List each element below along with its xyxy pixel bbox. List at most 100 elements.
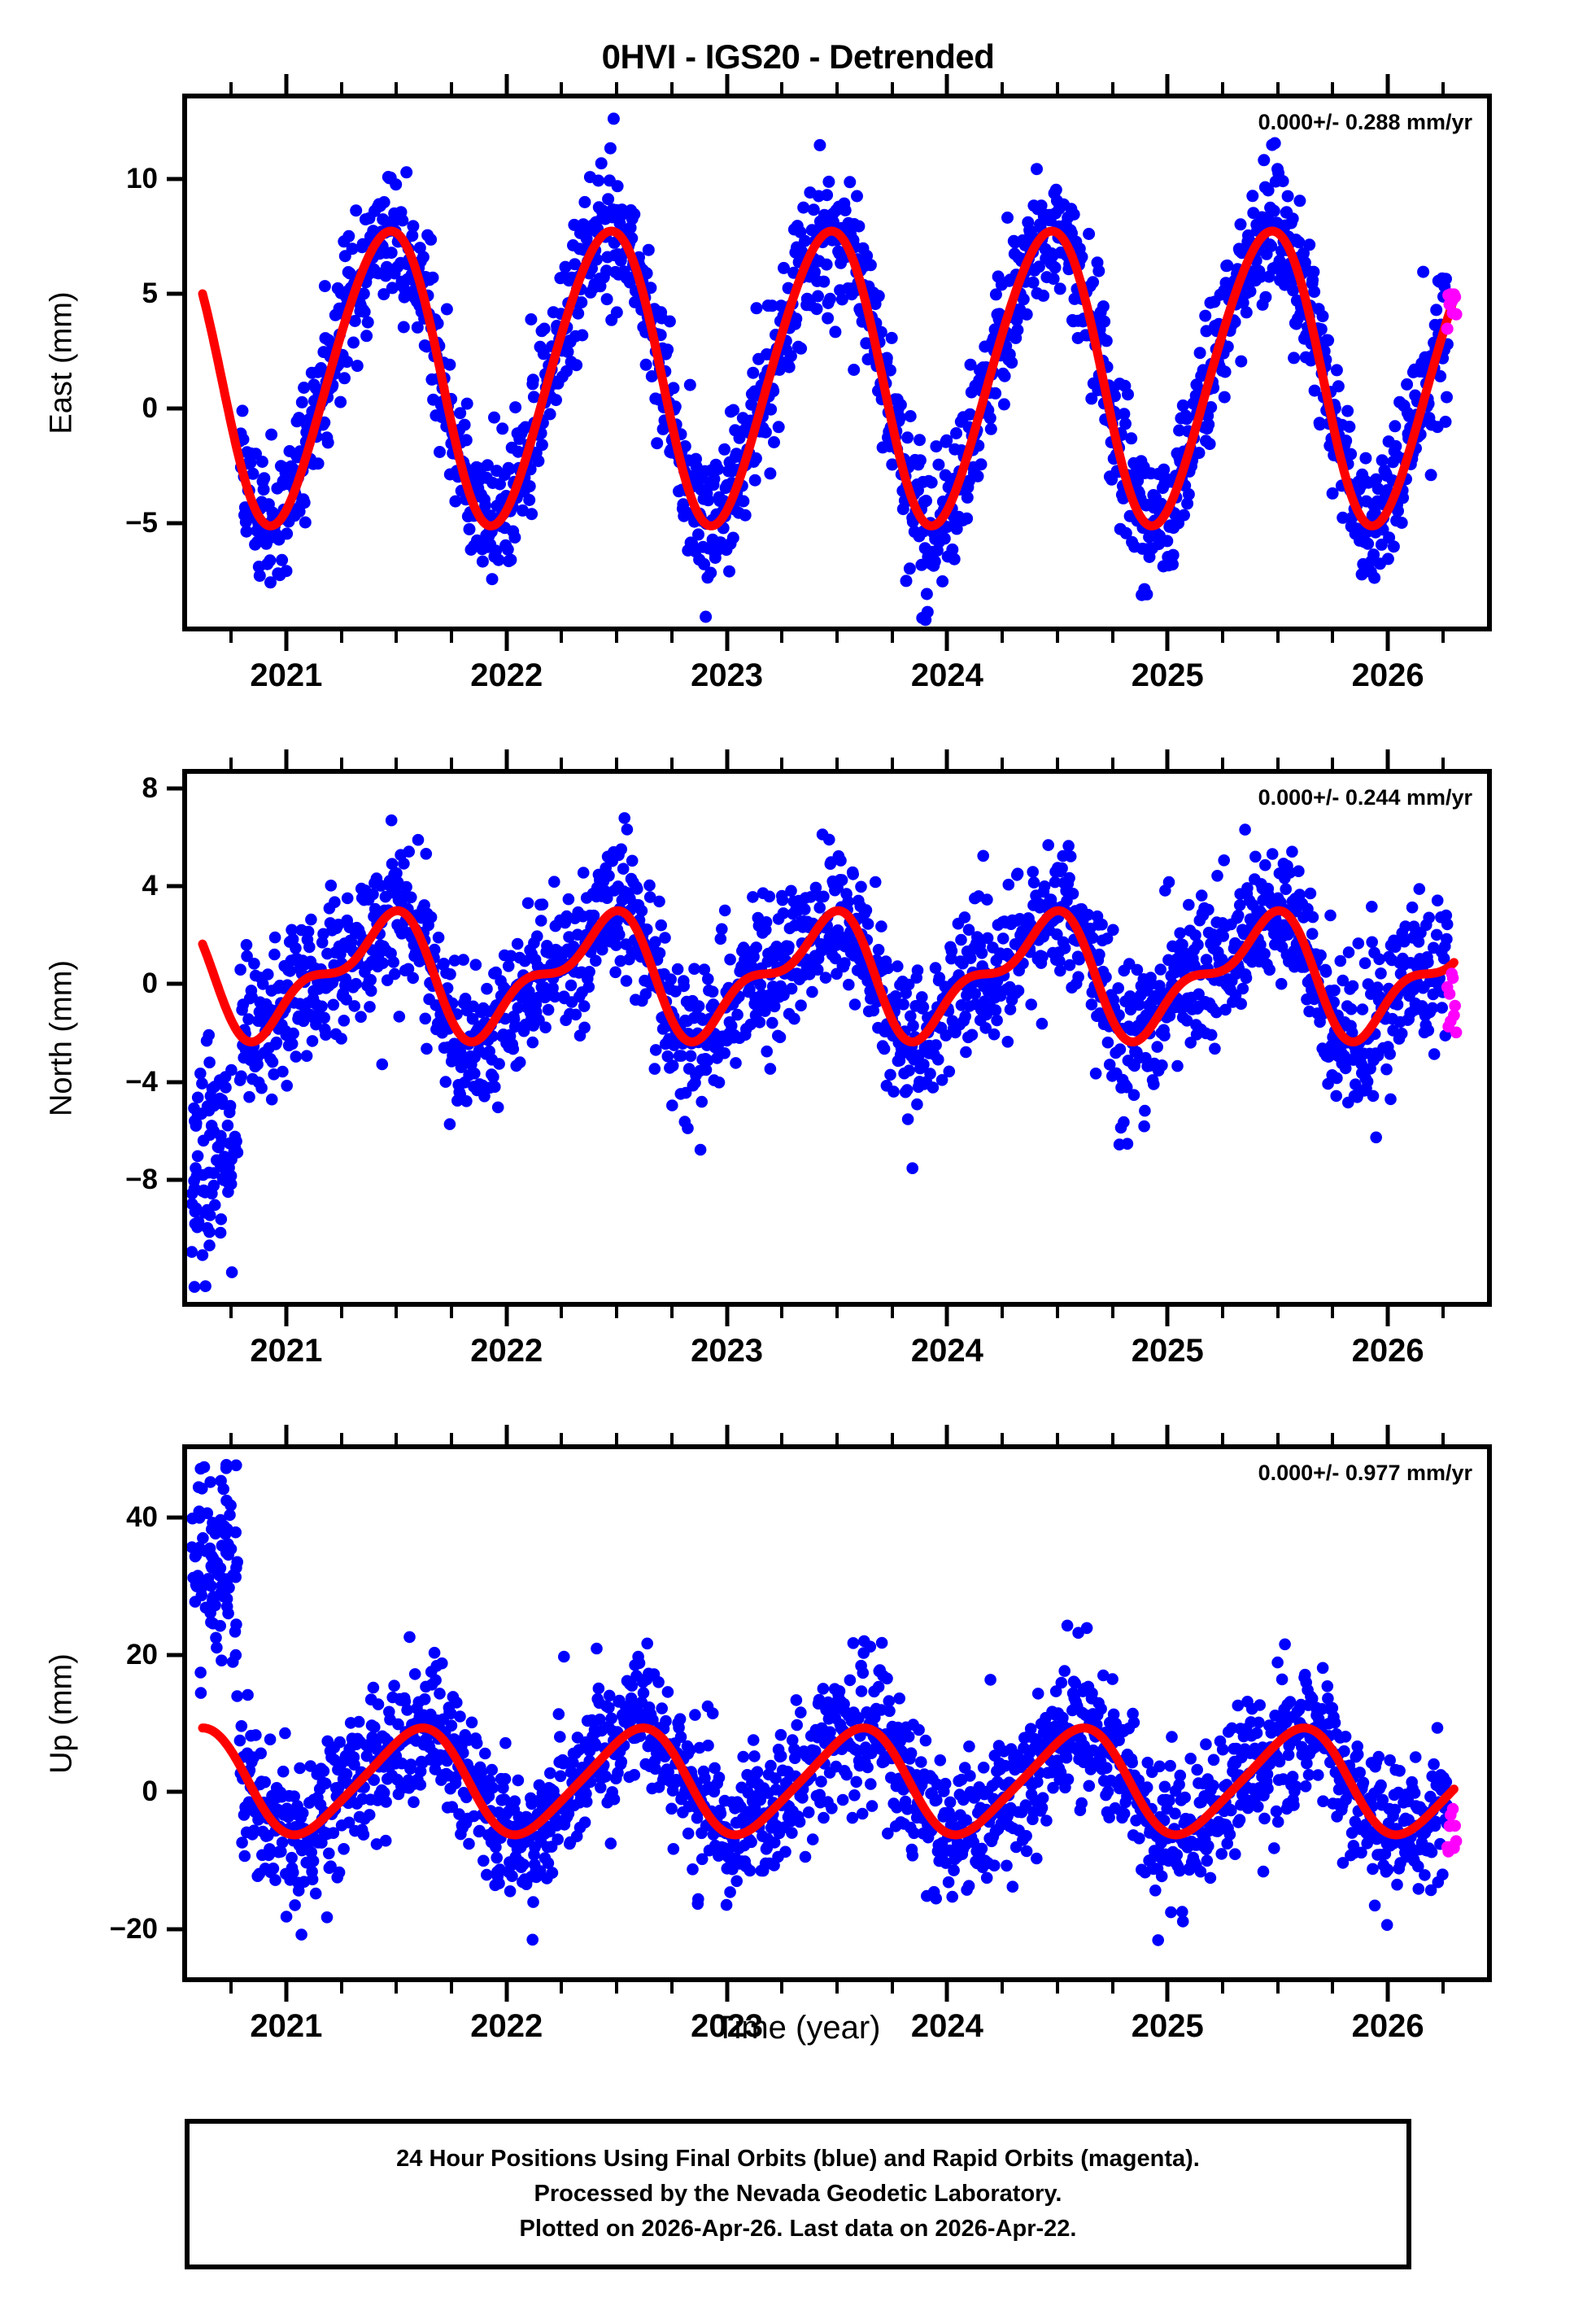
xtick-minor-top-east [1331,82,1335,94]
xtick-minor-top-up [835,1433,839,1444]
xtick-minor-top-up [229,1433,233,1444]
caption-box: 24 Hour Positions Using Final Orbits (bl… [185,2119,1411,2269]
xtick-minor-top-north [669,758,674,769]
plot-panel-east: 0.000+/- 0.288 mm/yr [182,94,1492,631]
xtick-minor-top-up [669,1433,674,1444]
xtick-label-east: 2022 [470,657,543,693]
xtick-minor-top-up [1110,1433,1114,1444]
xtick-major-top-east [504,74,509,94]
xtick-label-north: 2024 [910,1333,983,1369]
xtick-major-top-up [725,1425,730,1444]
xtick-minor-top-north [1220,758,1224,769]
xtick-minor-top-up [1441,1433,1445,1444]
rate-annotation-north: 0.000+/- 0.244 mm/yr [1258,785,1472,810]
ytick-label-north: 8 [142,772,158,805]
xtick-label-up: 2024 [910,2008,983,2044]
xtick-minor-top-north [339,758,343,769]
caption-line-3: Plotted on 2026-Apr-26. Last data on 202… [519,2216,1077,2242]
xtick-major-east [725,631,730,651]
ytick-mark-east [167,406,182,411]
xtick-major-top-up [504,1425,509,1444]
xtick-major-top-north [1385,749,1390,769]
xtick-major-up [1385,1982,1390,2002]
ytick-label-north: 4 [142,870,158,902]
xtick-minor-top-east [339,82,343,94]
xtick-major-up [944,1982,949,2002]
xtick-minor-top-east [1275,82,1280,94]
xtick-major-east [1385,631,1390,651]
xtick-minor-top-north [1055,758,1059,769]
xtick-minor-top-east [229,82,233,94]
ytick-mark-east [167,177,182,181]
xtick-minor-top-up [339,1433,343,1444]
axis-label-y-east: East (mm) [44,290,79,435]
ytick-label-east: 0 [142,391,158,424]
xtick-minor-top-north [229,758,233,769]
xtick-minor-top-up [560,1433,564,1444]
xtick-major-north [725,1307,730,1326]
xtick-minor-top-north [450,758,454,769]
xtick-minor-top-north [615,758,619,769]
xtick-label-up: 2022 [470,2008,543,2044]
plot-panel-up: 0.000+/- 0.977 mm/yr [182,1444,1492,1982]
ytick-mark-north [167,884,182,889]
xtick-minor-east [835,631,839,643]
xtick-minor-top-east [1220,82,1224,94]
xtick-major-top-up [284,1425,289,1444]
xtick-minor-east [229,631,233,643]
xtick-label-up: 2026 [1351,2008,1424,2044]
xtick-minor-top-north [1331,758,1335,769]
xtick-minor-up [1001,1982,1005,1994]
xtick-minor-east [1055,631,1059,643]
xtick-major-north [944,1307,949,1326]
axis-label-y-up: Up (mm) [44,1653,79,1774]
xtick-minor-top-north [395,758,399,769]
xtick-minor-east [890,631,894,643]
xtick-label-up: 2025 [1131,2008,1204,2044]
xtick-major-north [504,1307,509,1326]
xtick-minor-top-east [669,82,674,94]
xtick-label-east: 2021 [250,657,323,693]
xtick-minor-east [1220,631,1224,643]
xtick-minor-north [1055,1307,1059,1318]
plot-panel-north: 0.000+/- 0.244 mm/yr [182,769,1492,1307]
xtick-minor-east [1275,631,1280,643]
xtick-major-top-north [284,749,289,769]
xtick-minor-east [1331,631,1335,643]
ytick-mark-up [167,1789,182,1794]
xtick-minor-east [339,631,343,643]
xtick-minor-east [780,631,784,643]
xtick-minor-top-up [1275,1433,1280,1444]
xtick-major-top-up [1385,1425,1390,1444]
xtick-minor-up [890,1982,894,1994]
rate-annotation-up: 0.000+/- 0.977 mm/yr [1258,1461,1472,1485]
ytick-label-east: −5 [125,507,158,539]
xtick-minor-top-north [835,758,839,769]
xtick-minor-north [669,1307,674,1318]
xtick-major-top-north [1165,749,1170,769]
xtick-major-north [1385,1307,1390,1326]
xtick-minor-east [1001,631,1005,643]
xtick-major-up [504,1982,509,2002]
xtick-minor-up [835,1982,839,1994]
xtick-minor-up [1275,1982,1280,1994]
xtick-label-east: 2025 [1131,657,1204,693]
ytick-mark-east [167,291,182,296]
xtick-minor-top-up [1001,1433,1005,1444]
xtick-minor-up [560,1982,564,1994]
xtick-minor-top-up [395,1433,399,1444]
xtick-minor-top-north [1001,758,1005,769]
xtick-minor-up [780,1982,784,1994]
ytick-label-east: 10 [126,162,158,194]
xtick-minor-top-up [615,1433,619,1444]
ytick-label-north: −8 [125,1163,158,1195]
ytick-mark-up [167,1515,182,1520]
xtick-minor-top-east [835,82,839,94]
xtick-minor-top-east [560,82,564,94]
xtick-minor-top-up [1055,1433,1059,1444]
xtick-major-east [944,631,949,651]
xtick-minor-top-east [780,82,784,94]
xtick-minor-top-north [1441,758,1445,769]
xtick-minor-top-east [1055,82,1059,94]
xtick-minor-top-up [780,1433,784,1444]
